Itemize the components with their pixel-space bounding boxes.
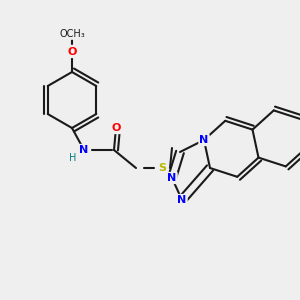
Text: O: O [111,123,121,133]
Text: N: N [80,145,88,155]
Text: H: H [69,153,77,163]
Text: S: S [158,163,166,173]
Text: O: O [67,47,77,57]
Text: OCH₃: OCH₃ [59,29,85,39]
Text: N: N [167,173,177,183]
Text: N: N [177,195,187,205]
Text: N: N [200,135,208,145]
